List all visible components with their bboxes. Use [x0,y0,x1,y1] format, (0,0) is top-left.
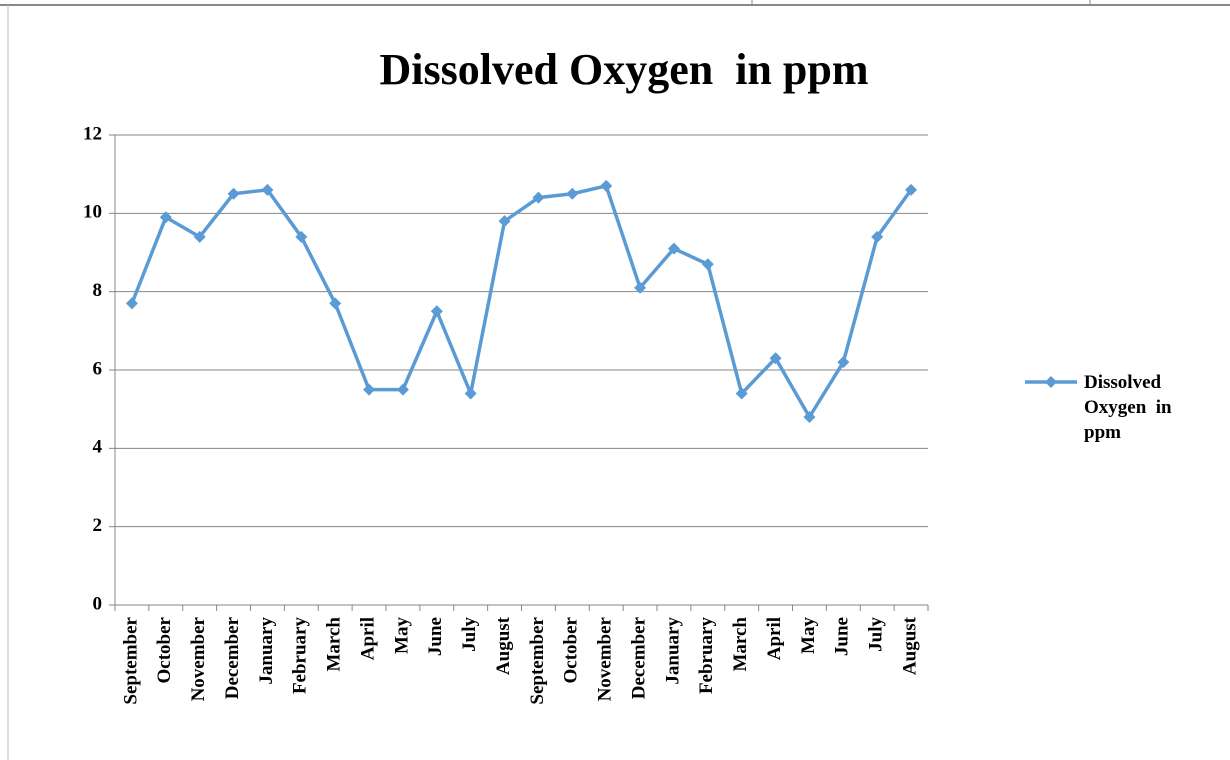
series-line [130,184,913,419]
x-tick-label: August [493,616,514,675]
x-tick-label: June [425,617,446,656]
x-tick-label: February [696,617,717,695]
point-marker [430,305,443,318]
point-marker [396,383,409,396]
point-marker [871,230,884,243]
x-tick-label: October [561,616,582,683]
point-marker [295,230,308,243]
point-marker [464,387,477,400]
x-tick-label: October [154,616,175,683]
legend-marker [1045,376,1057,388]
y-tick-label: 6 [93,358,103,379]
x-tick-label: May [391,617,412,654]
point-marker [261,183,274,196]
y-tick-label: 8 [93,280,103,301]
y-tick-label: 10 [83,202,102,223]
y-tick-label: 12 [83,123,102,144]
x-tick-label: March [730,617,751,672]
x-tick-label: July [866,617,887,652]
point-marker [193,230,206,243]
x-tick-label: August [899,616,920,675]
point-marker [667,242,680,255]
x-tick-label: May [798,617,819,654]
point-marker [498,215,511,228]
point-marker [803,411,816,423]
point-marker [837,356,850,369]
x-tick-label: June [832,617,853,656]
point-marker [329,297,342,310]
x-tick-label: April [764,617,785,660]
x-tick-label: December [628,616,649,699]
x-tick-label: December [222,616,243,699]
x-tick-label: March [324,617,345,672]
point-marker [600,179,613,192]
legend-label: Dissolved Oxygen in ppm [1084,372,1177,443]
x-tick-label: September [527,616,548,704]
y-tick-label: 2 [93,515,103,536]
x-tick-label: February [290,617,311,695]
y-tick-label: 4 [93,437,103,458]
x-tick-label: September [120,616,141,704]
x-tick-label: November [595,616,616,701]
point-marker [227,187,240,200]
point-marker [125,297,138,310]
point-marker [532,191,545,204]
x-tick-label: January [256,617,277,685]
chart-title: Dissolved Oxygen in ppm [380,45,869,94]
point-marker [769,352,782,365]
x-tick-label: April [357,617,378,660]
point-marker [363,383,376,396]
x-tick-label: July [459,617,480,652]
point-marker [905,183,918,196]
y-tick-label: 0 [93,593,103,614]
point-marker [634,281,647,294]
point-marker [159,211,172,224]
point-marker [701,258,714,271]
x-tick-label: November [188,616,209,701]
point-marker [735,387,748,400]
x-tick-label: January [662,617,683,685]
point-marker [566,187,579,200]
